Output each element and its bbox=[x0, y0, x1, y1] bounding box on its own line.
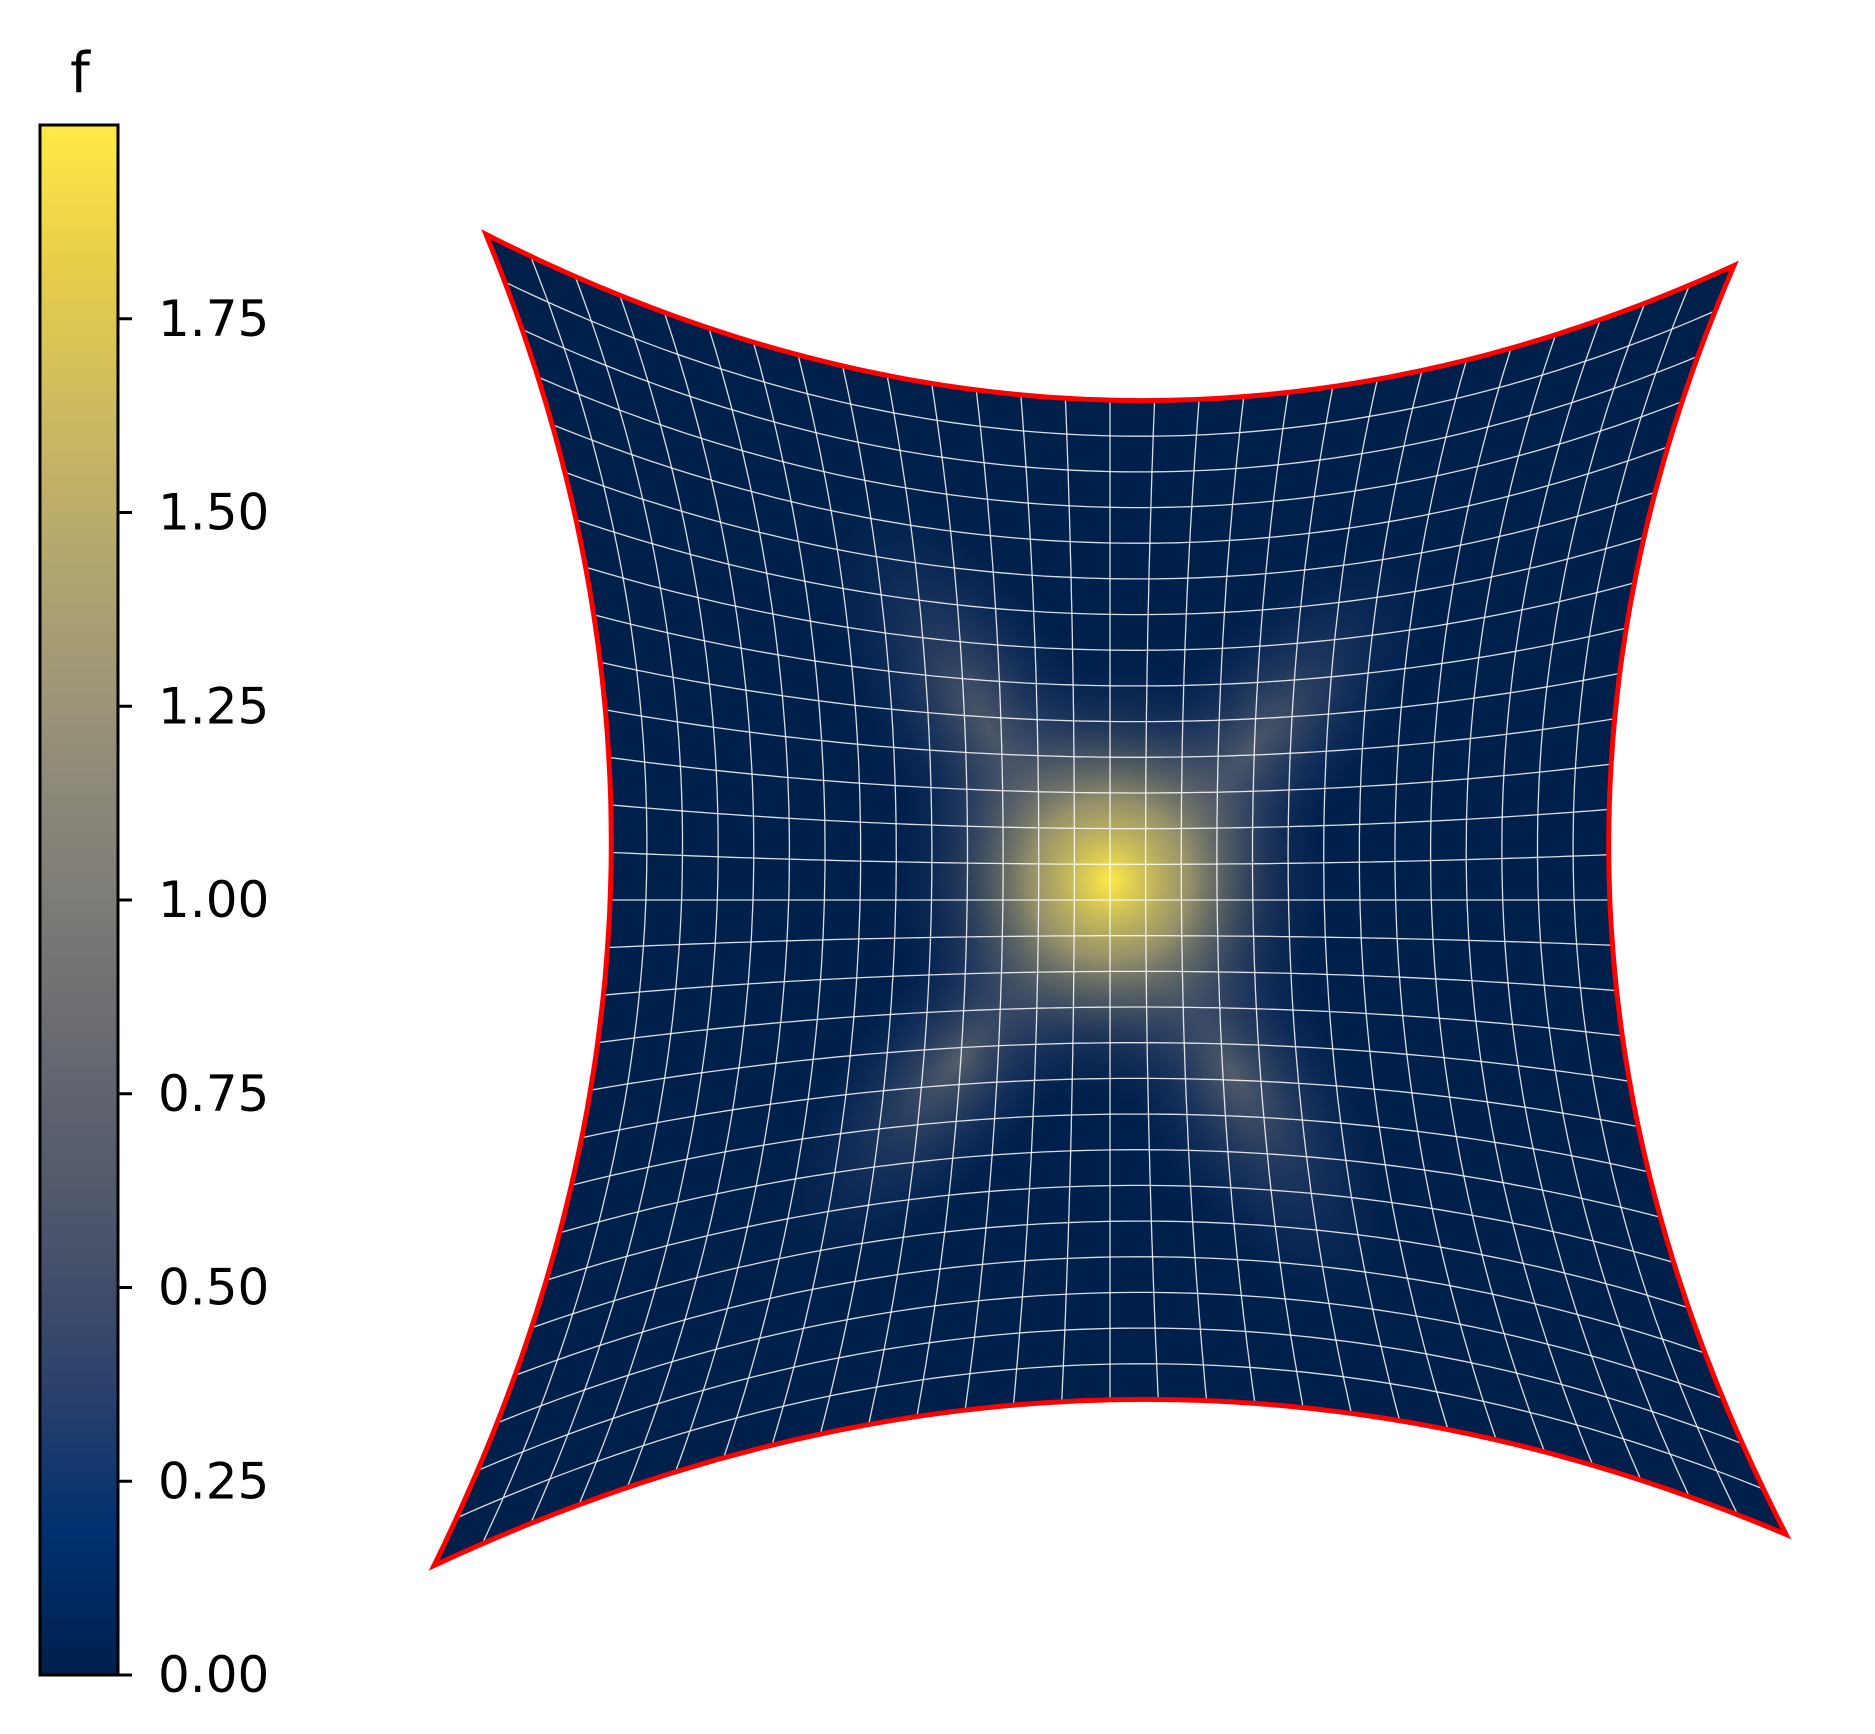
colorbar-tick-label-7: 1.75 bbox=[158, 290, 269, 348]
colorbar-ticks: 0.00 0.25 0.50 0.75 1.00 1.25 1.50 1.75 bbox=[118, 290, 269, 1704]
mesh-line-u-17 bbox=[1216, 396, 1256, 1404]
colorbar-tick-label-6: 1.50 bbox=[158, 484, 269, 542]
mesh-line-u-23 bbox=[1429, 347, 1546, 1453]
mesh-line-v-16 bbox=[603, 970, 1617, 996]
colorbar-tick-label-5: 1.25 bbox=[158, 677, 269, 735]
mesh-line-u-16 bbox=[1180, 399, 1208, 1401]
mesh-line-u-19 bbox=[1287, 386, 1353, 1414]
domain-boundary bbox=[428, 229, 1792, 1571]
mesh-line-v-23 bbox=[531, 1220, 1689, 1329]
field-glow-group bbox=[456, 255, 1764, 1545]
mesh-lines bbox=[456, 255, 1764, 1545]
mesh-line-v-24 bbox=[514, 1256, 1706, 1377]
colorbar-tick-label-4: 1.00 bbox=[158, 871, 269, 929]
mesh-line-v-17 bbox=[597, 1006, 1623, 1044]
mesh-line-v-19 bbox=[581, 1077, 1639, 1139]
mesh-line-u-25 bbox=[1501, 319, 1642, 1481]
mesh-line-u-27 bbox=[1572, 284, 1739, 1516]
mesh-line-u-26 bbox=[1536, 302, 1690, 1498]
colorbar bbox=[38, 123, 120, 1677]
mesh-line-u-21 bbox=[1358, 370, 1449, 1430]
mesh-line-v-21 bbox=[559, 1149, 1661, 1234]
mesh-line-u-24 bbox=[1465, 334, 1594, 1466]
heatmap-domain bbox=[428, 229, 1792, 1571]
mesh-line-u-22 bbox=[1394, 359, 1497, 1441]
colorbar-tick-label-2: 0.50 bbox=[158, 1259, 269, 1317]
mesh-line-v-25 bbox=[496, 1291, 1724, 1424]
colorbar-tick-label-0: 0.00 bbox=[158, 1646, 269, 1704]
mesh-line-v-22 bbox=[546, 1184, 1674, 1281]
mesh-line-v-15 bbox=[607, 935, 1613, 949]
mesh-line-v-18 bbox=[590, 1042, 1630, 1091]
mesh-line-v-26 bbox=[477, 1327, 1743, 1472]
mesh-line-u-20 bbox=[1323, 379, 1401, 1421]
colorbar-tick-label-1: 0.25 bbox=[158, 1452, 269, 1510]
colorbar-tick-label-3: 0.75 bbox=[158, 1065, 269, 1123]
colorbar-title: f bbox=[70, 41, 91, 106]
mesh-line-v-20 bbox=[571, 1113, 1649, 1186]
mesh-line-u-18 bbox=[1251, 392, 1304, 1408]
mesh-line-v-27 bbox=[456, 1363, 1764, 1519]
mesh-line-u-15 bbox=[1144, 400, 1159, 1400]
